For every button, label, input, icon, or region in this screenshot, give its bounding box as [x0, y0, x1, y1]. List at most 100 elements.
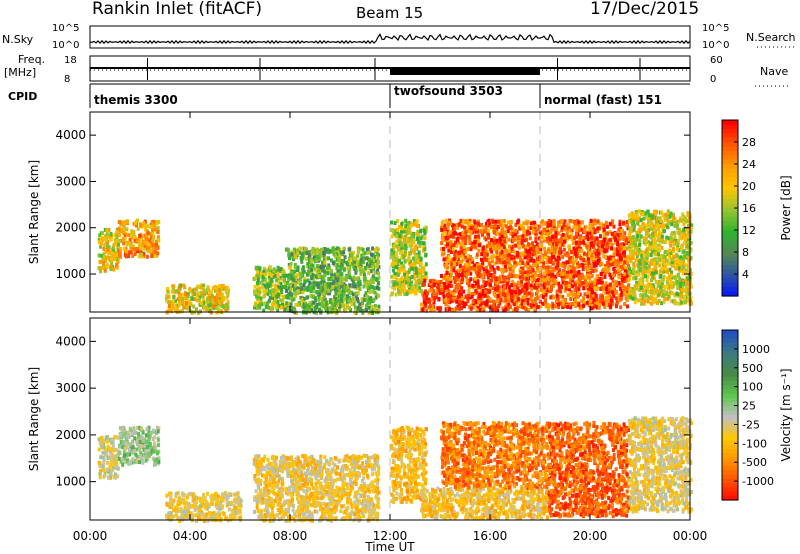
power-echo-cell	[301, 265, 305, 270]
power-echo-cell	[202, 283, 206, 288]
power-echo-cell	[258, 290, 262, 295]
power-echo-cell	[445, 285, 449, 290]
power-echo-cell	[347, 305, 351, 310]
power-echo-cell	[326, 282, 330, 287]
power-echo-cell	[197, 285, 201, 290]
power-echo-cell	[577, 228, 581, 233]
power-echo-cell	[351, 280, 355, 285]
power-echo-cell	[373, 304, 377, 309]
power-echo-cell	[479, 265, 483, 270]
power-echo-cell	[102, 237, 106, 241]
power-echo-cell	[459, 218, 463, 223]
power-echo-cell	[300, 286, 304, 291]
power-echo-cell	[218, 287, 222, 292]
power-echo-cell	[363, 280, 367, 285]
power-echo-cell	[471, 283, 475, 288]
power-echo-cell	[435, 291, 439, 296]
power-echo-cell	[457, 222, 461, 227]
power-echo-cell	[617, 275, 621, 280]
power-echo-cell	[437, 297, 441, 302]
power-echo-cell	[544, 292, 548, 297]
power-echo-cell	[617, 281, 621, 286]
power-echo-cell	[351, 261, 354, 266]
power-echo-cell	[515, 302, 519, 307]
power-echo-cell	[469, 306, 473, 311]
power-echo-cell	[303, 287, 307, 292]
power-echo-cell	[532, 303, 535, 308]
power-echo-cell	[504, 229, 507, 234]
power-echo-cell	[509, 225, 513, 230]
power-echo-cell	[373, 290, 377, 295]
power-echo-cell	[277, 292, 280, 297]
power-echo-cell	[667, 286, 670, 291]
power-echo-cell	[410, 289, 414, 294]
power-echo-cell	[450, 250, 453, 254]
power-echo-cell	[462, 289, 466, 294]
power-echo-cell	[586, 288, 590, 292]
power-echo-cell	[283, 303, 287, 308]
power-echo-cell	[220, 292, 224, 297]
power-echo-cell	[471, 259, 475, 264]
power-echo-cell	[594, 268, 598, 273]
power-echo-cell	[409, 221, 412, 226]
power-echo-cell	[529, 247, 533, 251]
power-echo-cell	[583, 260, 587, 265]
power-echo-cell	[535, 286, 539, 290]
power-echo-cell	[359, 262, 363, 267]
power-echo-cell	[222, 305, 226, 310]
power-echo-cell	[272, 267, 276, 272]
power-echo-cell	[654, 270, 658, 275]
power-echo-cell	[180, 297, 184, 302]
power-echo-cell	[596, 261, 600, 266]
power-echo-cell	[186, 292, 190, 297]
power-echo-cell	[622, 242, 626, 247]
power-echo-cell	[333, 272, 337, 277]
power-echo-cell	[323, 291, 326, 296]
power-echo-cell	[414, 254, 418, 259]
power-echo-cell	[395, 277, 399, 282]
power-echo-cell	[553, 268, 557, 272]
power-echo-cell	[478, 293, 481, 297]
power-echo-cell	[151, 228, 155, 233]
power-echo-cell	[438, 306, 442, 311]
power-echo-cell	[590, 243, 594, 248]
power-echo-cell	[601, 223, 604, 228]
power-echo-cell	[608, 282, 612, 287]
power-echo-cell	[400, 255, 404, 260]
power-echo-cell	[300, 252, 304, 257]
power-echo-cell	[502, 268, 506, 272]
power-echo-cell	[561, 233, 565, 237]
power-echo-cell	[633, 284, 637, 289]
power-echo-cell	[369, 261, 373, 266]
power-echo-cell	[329, 249, 333, 254]
power-echo-cell	[483, 271, 487, 276]
power-echo-cell	[638, 242, 642, 247]
power-echo-cell	[324, 305, 328, 310]
power-echo-cell	[577, 302, 581, 307]
power-echo-cell	[549, 220, 553, 224]
power-echo-cell	[267, 284, 271, 288]
power-echo-cell	[256, 270, 260, 275]
power-echo-cell	[627, 245, 631, 250]
power-echo-cell	[377, 281, 380, 285]
power-echo-cell	[289, 273, 293, 278]
power-echo-cell	[610, 219, 614, 224]
power-echo-cell	[110, 254, 114, 259]
power-echo-cell	[534, 253, 538, 258]
power-echo-cell	[147, 242, 151, 247]
power-echo-cell	[275, 294, 279, 299]
power-echo-cell	[276, 308, 280, 313]
power-echo-cell	[503, 295, 507, 300]
power-echo-cell	[664, 264, 668, 269]
power-echo-cell	[116, 260, 119, 265]
power-echo-cell	[527, 283, 531, 287]
power-echo-cell	[316, 248, 320, 253]
power-echo-cell	[620, 260, 624, 265]
power-echo-cell	[586, 294, 590, 299]
power-echo-cell	[286, 281, 289, 285]
power-echo-cell	[437, 282, 441, 287]
power-echo-cell	[106, 234, 110, 239]
power-echo-cell	[318, 302, 322, 307]
power-echo-cell	[353, 284, 357, 289]
